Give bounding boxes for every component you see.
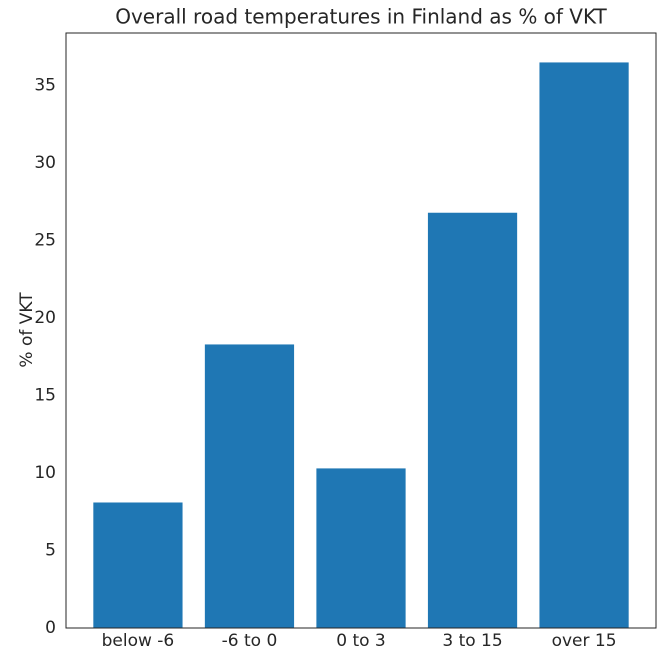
plot-frame [65,32,657,629]
y-tick-label: 30 [34,153,56,173]
bar [93,502,183,628]
y-tick-label: 15 [34,386,56,406]
x-tick-label: 0 to 3 [336,631,386,651]
bar [539,62,629,628]
x-tick-label: 3 to 15 [442,631,502,651]
y-tick-label: 0 [45,618,56,638]
x-tick-label: -6 to 0 [222,631,278,651]
chart-title: Overall road temperatures in Finland as … [115,5,607,29]
y-tick-label: 35 [34,76,56,96]
x-tick-label: below -6 [102,631,175,651]
y-tick-label: 20 [34,308,56,328]
y-tick-label: 5 [45,541,56,561]
x-tick-label: over 15 [552,631,617,651]
bar [427,212,518,629]
y-axis-label: % of VKT [17,292,37,368]
y-tick-label: 25 [34,231,56,251]
bar [204,344,295,628]
bar [316,468,406,628]
y-tick-label: 10 [34,463,56,483]
